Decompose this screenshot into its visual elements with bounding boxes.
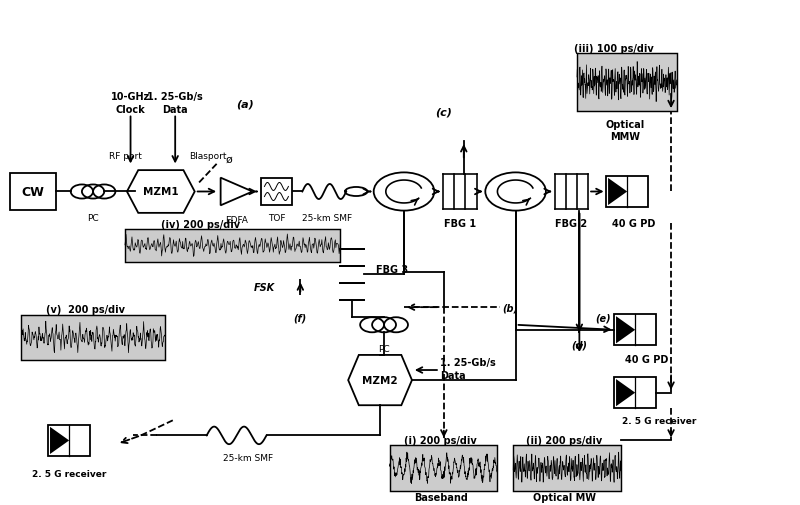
Text: 25-km SMF: 25-km SMF xyxy=(223,452,274,462)
Polygon shape xyxy=(50,427,69,454)
Text: MZM1: MZM1 xyxy=(143,187,178,197)
Text: FBG 1: FBG 1 xyxy=(444,218,476,228)
Text: ø: ø xyxy=(226,155,232,165)
Text: Optical MW: Optical MW xyxy=(533,492,596,502)
Text: FBG 2: FBG 2 xyxy=(555,218,587,228)
Text: 1. 25-Gb/s: 1. 25-Gb/s xyxy=(440,358,496,368)
Text: FSK: FSK xyxy=(254,282,275,292)
Text: 2. 5 G receiver: 2. 5 G receiver xyxy=(32,469,106,478)
Bar xyxy=(49,425,90,456)
Text: 25-km SMF: 25-km SMF xyxy=(302,214,352,223)
Text: Data: Data xyxy=(162,105,188,114)
Polygon shape xyxy=(608,179,627,206)
Text: Blasport: Blasport xyxy=(189,152,226,161)
Text: (e): (e) xyxy=(595,313,611,323)
Text: 10-GHz: 10-GHz xyxy=(111,92,150,102)
Bar xyxy=(125,230,340,263)
Text: FBG 3: FBG 3 xyxy=(376,265,408,275)
FancyBboxPatch shape xyxy=(262,178,291,206)
Text: Baseband: Baseband xyxy=(414,492,467,502)
Text: PC: PC xyxy=(378,345,390,354)
Text: Optical: Optical xyxy=(605,119,645,129)
Text: 1. 25-Gb/s: 1. 25-Gb/s xyxy=(147,92,203,102)
Ellipse shape xyxy=(345,187,367,196)
Text: (i) 200 ps/div: (i) 200 ps/div xyxy=(404,435,477,445)
Bar xyxy=(22,315,165,360)
Text: RF port: RF port xyxy=(109,152,142,161)
Bar xyxy=(390,445,498,491)
Text: (a): (a) xyxy=(236,99,254,109)
Bar xyxy=(577,54,677,112)
Polygon shape xyxy=(348,355,412,406)
Text: 2. 5 G receiver: 2. 5 G receiver xyxy=(622,416,696,425)
Text: (c): (c) xyxy=(435,107,452,117)
Text: 40 G PD: 40 G PD xyxy=(626,354,669,364)
Text: TOF: TOF xyxy=(268,214,285,223)
Text: PC: PC xyxy=(87,214,99,223)
Text: MMW: MMW xyxy=(610,132,640,142)
Bar xyxy=(606,177,648,208)
Polygon shape xyxy=(616,317,635,344)
Bar xyxy=(514,445,621,491)
Text: (d): (d) xyxy=(571,340,587,350)
Text: EDFA: EDFA xyxy=(225,215,248,224)
Text: (iii) 100 ps/div: (iii) 100 ps/div xyxy=(574,44,654,54)
Text: Data: Data xyxy=(440,370,466,380)
Text: MZM2: MZM2 xyxy=(362,375,398,385)
Polygon shape xyxy=(616,379,635,407)
FancyBboxPatch shape xyxy=(10,174,56,210)
Text: Clock: Clock xyxy=(116,105,146,114)
Text: (b): (b) xyxy=(502,302,518,313)
Text: CW: CW xyxy=(22,186,45,198)
Bar xyxy=(614,315,656,346)
Text: (ii) 200 ps/div: (ii) 200 ps/div xyxy=(526,435,602,445)
Text: (f): (f) xyxy=(294,313,307,323)
Polygon shape xyxy=(127,171,194,214)
Text: (v)  200 ps/div: (v) 200 ps/div xyxy=(46,304,125,314)
Bar xyxy=(614,377,656,409)
Text: 40 G PD: 40 G PD xyxy=(612,218,655,228)
Polygon shape xyxy=(221,178,253,206)
Text: (iv) 200 ps/div: (iv) 200 ps/div xyxy=(161,220,240,230)
